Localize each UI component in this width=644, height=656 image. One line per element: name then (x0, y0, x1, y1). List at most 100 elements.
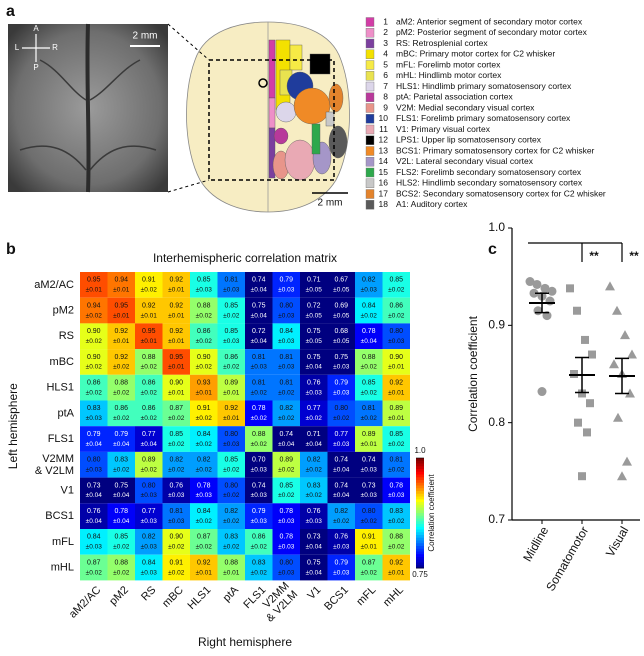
colorbar-step (416, 518, 424, 522)
heatmap-cell (190, 374, 218, 401)
crop-link (167, 179, 210, 193)
cell-value: 0.77 (334, 431, 348, 438)
cell-value: 0.80 (279, 302, 293, 309)
column-label: mHL (381, 584, 406, 609)
legend-number: 13 (379, 145, 389, 155)
cell-error: ±0.03 (278, 569, 295, 576)
cell-value: 0.73 (307, 534, 321, 541)
heatmap-cell (300, 297, 328, 324)
heatmap-cell (135, 451, 163, 478)
heatmap-cell (327, 477, 355, 504)
heatmap-cell (135, 323, 163, 350)
heatmap-cell (217, 451, 245, 478)
heatmap-cell (327, 554, 355, 581)
heatmap-cell (107, 451, 135, 478)
cell-value: 0.81 (252, 379, 266, 386)
row-label: FLS1 (48, 433, 74, 445)
heatmap-cell (272, 451, 300, 478)
row-label: mBC (50, 356, 75, 368)
column-label: HLS1 (185, 584, 213, 612)
cell-value: 0.91 (142, 277, 156, 284)
cell-value: 0.82 (142, 534, 156, 541)
cell-value: 0.74 (362, 457, 376, 464)
cell-value: 0.85 (224, 328, 238, 335)
row-label: pM2 (53, 304, 74, 316)
heatmap-cell (382, 374, 410, 401)
cell-error: ±0.02 (168, 544, 185, 551)
cell-error: ±0.04 (251, 287, 268, 294)
colorbar-step (416, 482, 424, 486)
cell-value: 0.92 (389, 379, 403, 386)
cell-error: ±0.01 (223, 569, 240, 576)
cell-error: ±0.03 (333, 544, 350, 551)
legend-number: 18 (379, 199, 389, 209)
colorbar-step (416, 477, 424, 481)
colorbar-step (416, 551, 424, 555)
cell-value: 0.89 (224, 379, 238, 386)
heatmap-cell (300, 374, 328, 401)
cell-value: 0.76 (87, 508, 101, 515)
heatmap-cell (272, 477, 300, 504)
cell-error: ±0.02 (278, 466, 295, 473)
cell-value: 0.70 (252, 457, 266, 464)
y-axis-title: Left hemisphere (6, 383, 20, 469)
cell-error: ±0.02 (196, 544, 213, 551)
cell-error: ±0.03 (306, 389, 323, 396)
cell-error: ±0.03 (141, 544, 158, 551)
cell-error: ±0.05 (333, 287, 350, 294)
legend-number: 10 (379, 113, 389, 123)
colorbar-step (416, 524, 424, 528)
cell-value: 0.79 (87, 431, 101, 438)
heatmap-cell (327, 529, 355, 555)
heatmap-cell (217, 554, 245, 581)
row-label: aM2/AC (34, 279, 74, 291)
cell-error: ±0.03 (361, 492, 378, 499)
cell-error: ±0.02 (223, 492, 240, 499)
cell-error: ±0.03 (168, 518, 185, 525)
heatmap-cell (300, 400, 328, 427)
cell-error: ±0.02 (278, 492, 295, 499)
column-label: mBC (160, 584, 186, 610)
cell-value: 0.87 (87, 559, 101, 566)
heatmap-cell (300, 503, 328, 529)
data-point (573, 306, 581, 315)
cell-value: 0.75 (252, 302, 266, 309)
legend-text: ptA: Parietal association cortex (396, 92, 513, 102)
colorbar-step (416, 504, 424, 508)
data-point (574, 418, 582, 427)
legend-text: FLS1: Forelimb primary somatosensory cor… (396, 113, 571, 123)
colorbar-step (416, 559, 424, 563)
colorbar-step (416, 565, 424, 569)
cell-value: 0.86 (87, 379, 101, 386)
heatmap-cell (135, 426, 163, 452)
brain-region (284, 139, 316, 181)
cell-value: 0.92 (169, 277, 183, 284)
cell-value: 0.80 (279, 559, 293, 566)
colorbar-step (416, 529, 424, 533)
legend-text: HLS2: Hindlimb secondary somatosensory c… (396, 178, 583, 188)
column-label: BCS1 (322, 584, 351, 613)
cell-error: ±0.02 (223, 518, 240, 525)
colorbar-step (416, 521, 424, 525)
colorbar-step (416, 496, 424, 500)
column-label: pM2 (107, 584, 131, 608)
heatmap-cell (300, 477, 328, 504)
cell-value: 0.94 (87, 302, 101, 309)
cell-error: ±0.03 (196, 287, 213, 294)
heatmap-cell (162, 400, 190, 427)
legend-swatch (365, 114, 375, 124)
data-point (609, 359, 619, 369)
data-point (578, 389, 586, 398)
colorbar-step (416, 507, 424, 511)
cell-value: 0.74 (279, 431, 293, 438)
cell-value: 0.83 (307, 482, 321, 489)
heatmap-cell (300, 529, 328, 555)
colorbar-step (416, 554, 424, 558)
cell-value: 0.85 (224, 457, 238, 464)
heatmap-cell (382, 477, 410, 504)
cell-value: 0.91 (362, 534, 376, 541)
cell-error: ±0.01 (361, 441, 378, 448)
column-label: mFL (354, 584, 378, 608)
heatmap-cell (382, 426, 410, 452)
cell-error: ±0.02 (196, 312, 213, 319)
